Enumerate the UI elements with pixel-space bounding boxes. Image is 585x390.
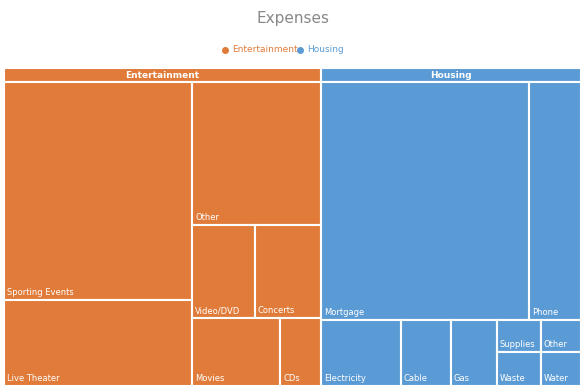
Bar	[401, 320, 451, 386]
Text: Electricity: Electricity	[324, 374, 366, 383]
Text: Supplies: Supplies	[500, 340, 536, 349]
Bar	[321, 68, 581, 82]
Bar	[192, 82, 321, 225]
Text: Entertainment: Entertainment	[125, 71, 199, 80]
Text: Water: Water	[544, 374, 569, 383]
Text: Concerts: Concerts	[258, 306, 295, 315]
Text: Housing: Housing	[430, 71, 472, 80]
Text: Movies: Movies	[195, 374, 225, 383]
Bar	[4, 300, 192, 386]
Text: Other: Other	[544, 340, 568, 349]
Bar	[541, 320, 581, 352]
Bar	[4, 68, 321, 82]
Text: Video/DVD: Video/DVD	[195, 306, 240, 315]
Text: Cable: Cable	[404, 374, 428, 383]
Bar	[529, 82, 581, 320]
Text: Sporting Events: Sporting Events	[7, 288, 74, 297]
Bar	[255, 225, 321, 318]
Bar	[192, 225, 255, 318]
Text: Housing: Housing	[307, 46, 344, 55]
Text: Gas: Gas	[454, 374, 470, 383]
Bar	[4, 82, 192, 300]
Text: Phone: Phone	[532, 308, 558, 317]
Text: CDs: CDs	[283, 374, 300, 383]
Bar	[451, 320, 497, 386]
Text: Waste: Waste	[500, 374, 526, 383]
Text: Entertainment: Entertainment	[232, 46, 298, 55]
Text: Other: Other	[195, 213, 219, 222]
Text: Mortgage: Mortgage	[324, 308, 364, 317]
Bar	[497, 320, 541, 352]
Text: Live Theater: Live Theater	[7, 374, 60, 383]
Bar	[280, 318, 321, 386]
Bar	[192, 318, 280, 386]
Bar	[321, 320, 401, 386]
Bar	[321, 82, 529, 320]
Text: Expenses: Expenses	[256, 11, 329, 25]
Bar	[497, 352, 541, 386]
Bar	[541, 352, 581, 386]
